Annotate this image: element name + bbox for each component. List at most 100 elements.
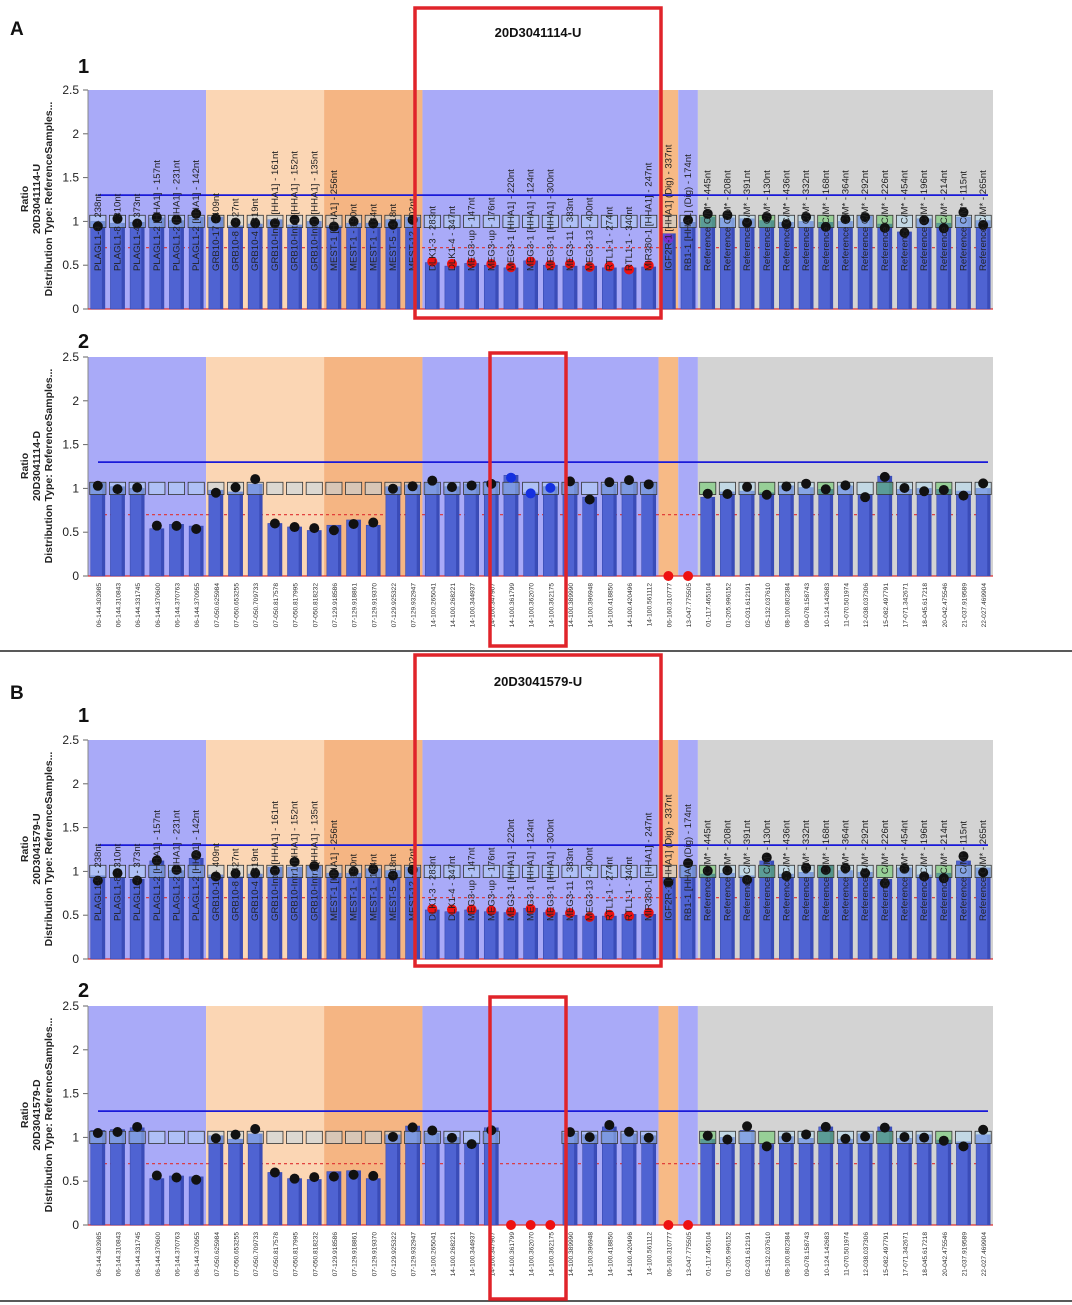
- bar-shade: [613, 1126, 617, 1225]
- data-dot: [348, 866, 359, 877]
- category-label: 14-100.389990: [568, 1232, 575, 1277]
- bar-shade: [101, 875, 105, 959]
- data-dot: [761, 852, 772, 863]
- category-label: 06-160.310777: [666, 1232, 673, 1277]
- y-tick-label: 1: [72, 1130, 79, 1144]
- data-dot: [151, 855, 162, 866]
- data-dot: [525, 256, 536, 267]
- bar-shade: [692, 865, 696, 959]
- bar-shade: [436, 909, 440, 959]
- category-label: 07-129.918586: [332, 1232, 339, 1277]
- category-label: Reference C/M* - 292nt: [860, 170, 871, 271]
- category-label: MEST-1 - 184nt: [368, 203, 379, 271]
- data-dot: [250, 474, 261, 485]
- category-label: RB1-1 [HHA1] (Dig) - 174nt: [683, 154, 694, 271]
- bar-shade: [947, 489, 951, 576]
- category-label: 13-047.775505: [686, 583, 693, 628]
- bar-shade: [338, 525, 342, 576]
- category-label: 05-132.037610: [765, 1232, 772, 1277]
- data-dot: [958, 851, 969, 862]
- range-box: [423, 864, 441, 878]
- data-dot: [643, 260, 654, 271]
- category-label: MEG3-1 [HHA1] - 300nt: [545, 169, 556, 271]
- data-dot: [387, 870, 398, 881]
- data-dot: [446, 482, 457, 493]
- y-tick-label: 2.5: [62, 733, 79, 747]
- category-label: 06-144.370955: [194, 1232, 201, 1277]
- data-dot: [663, 571, 674, 581]
- bar-shade: [593, 916, 597, 959]
- data-dot: [958, 1141, 969, 1152]
- category-label: Reference C/M* - 130nt: [762, 170, 773, 271]
- category-label: GRB10-Intr1 [HHA1] - 152nt: [290, 801, 301, 921]
- data-dot: [407, 1122, 418, 1133]
- data-dot: [466, 480, 477, 491]
- category-label: 06-144.370955: [194, 583, 201, 628]
- category-label: PLAGL1-4 - 373nt: [132, 843, 143, 921]
- region-band: [206, 1006, 325, 1225]
- bar-shade: [200, 858, 204, 959]
- category-label: 07-050.653255: [234, 583, 241, 628]
- bar-shade: [849, 485, 853, 576]
- bar-shade: [338, 1171, 342, 1225]
- range-box: [443, 214, 461, 228]
- category-label: IGF2R-1 [HHA1] (Dig) - 337nt: [663, 144, 674, 271]
- category-label: 14-100.418850: [607, 1232, 614, 1277]
- category-label: 12-038.037306: [863, 1232, 870, 1277]
- bar-shade: [888, 476, 892, 576]
- category-label: Reference C/M* - 265nt: [978, 170, 989, 271]
- data-dot: [761, 1141, 772, 1152]
- bar-shade: [534, 492, 538, 576]
- bar-shade: [574, 482, 578, 576]
- category-label: 07-050.818232: [312, 1232, 319, 1277]
- category-label: 07-129.925322: [391, 583, 398, 628]
- y-tick-label: 2.5: [62, 350, 79, 364]
- bar-shade: [121, 486, 125, 576]
- svg-text:20D3041114-U: 20D3041114-U: [31, 164, 43, 234]
- category-label: 14-100.268221: [450, 1232, 457, 1277]
- data-dot: [132, 1121, 143, 1132]
- data-dot: [505, 906, 516, 917]
- bar-shade: [397, 870, 401, 959]
- category-label: 14-100.362175: [548, 583, 555, 628]
- data-dot: [781, 1132, 792, 1143]
- range-box: [758, 864, 776, 878]
- bar-shade: [810, 487, 814, 576]
- category-label: 07-129.918586: [332, 583, 339, 628]
- region-band: [422, 357, 659, 576]
- data-dot: [742, 481, 753, 492]
- bar-shade: [278, 1172, 282, 1225]
- bar-shade: [338, 225, 342, 309]
- category-label: PLAGL1-9 - 238nt: [93, 843, 104, 921]
- bar-shade: [239, 225, 243, 309]
- category-label: Reference C/M* - 332nt: [801, 820, 812, 921]
- category-label: Reference C/M* - 214nt: [939, 820, 950, 921]
- region-band: [88, 1006, 207, 1225]
- y-tick-label: 0: [72, 302, 79, 316]
- bar-shade: [357, 873, 361, 959]
- data-dot: [348, 1169, 359, 1180]
- data-dot: [545, 1220, 556, 1230]
- range-box: [345, 1130, 363, 1144]
- bar-shade: [731, 1137, 735, 1225]
- data-dot: [368, 1170, 379, 1181]
- bar-shade: [829, 222, 833, 309]
- category-label: 06-144.370600: [155, 583, 162, 628]
- bar-shade: [751, 875, 755, 959]
- data-dot: [702, 1130, 713, 1141]
- bar-shade: [947, 1140, 951, 1225]
- range-box: [502, 864, 520, 878]
- category-label: MEST-1 - 190nt: [349, 853, 360, 921]
- data-dot: [171, 1172, 182, 1183]
- range-box: [955, 864, 972, 878]
- range-box: [187, 481, 205, 495]
- category-label: Reference C/M* - 391nt: [742, 820, 753, 921]
- data-dot: [368, 517, 379, 528]
- data-dot: [683, 215, 694, 226]
- category-label: DLK1-4 - 347nt: [447, 206, 458, 271]
- bar-shade: [495, 911, 499, 959]
- region-band: [206, 357, 325, 576]
- bar-shade: [967, 1141, 971, 1225]
- category-label: 15-082.497791: [883, 1232, 890, 1277]
- category-label: GRB10-Intr1 [HHA1] - 135nt: [309, 801, 320, 921]
